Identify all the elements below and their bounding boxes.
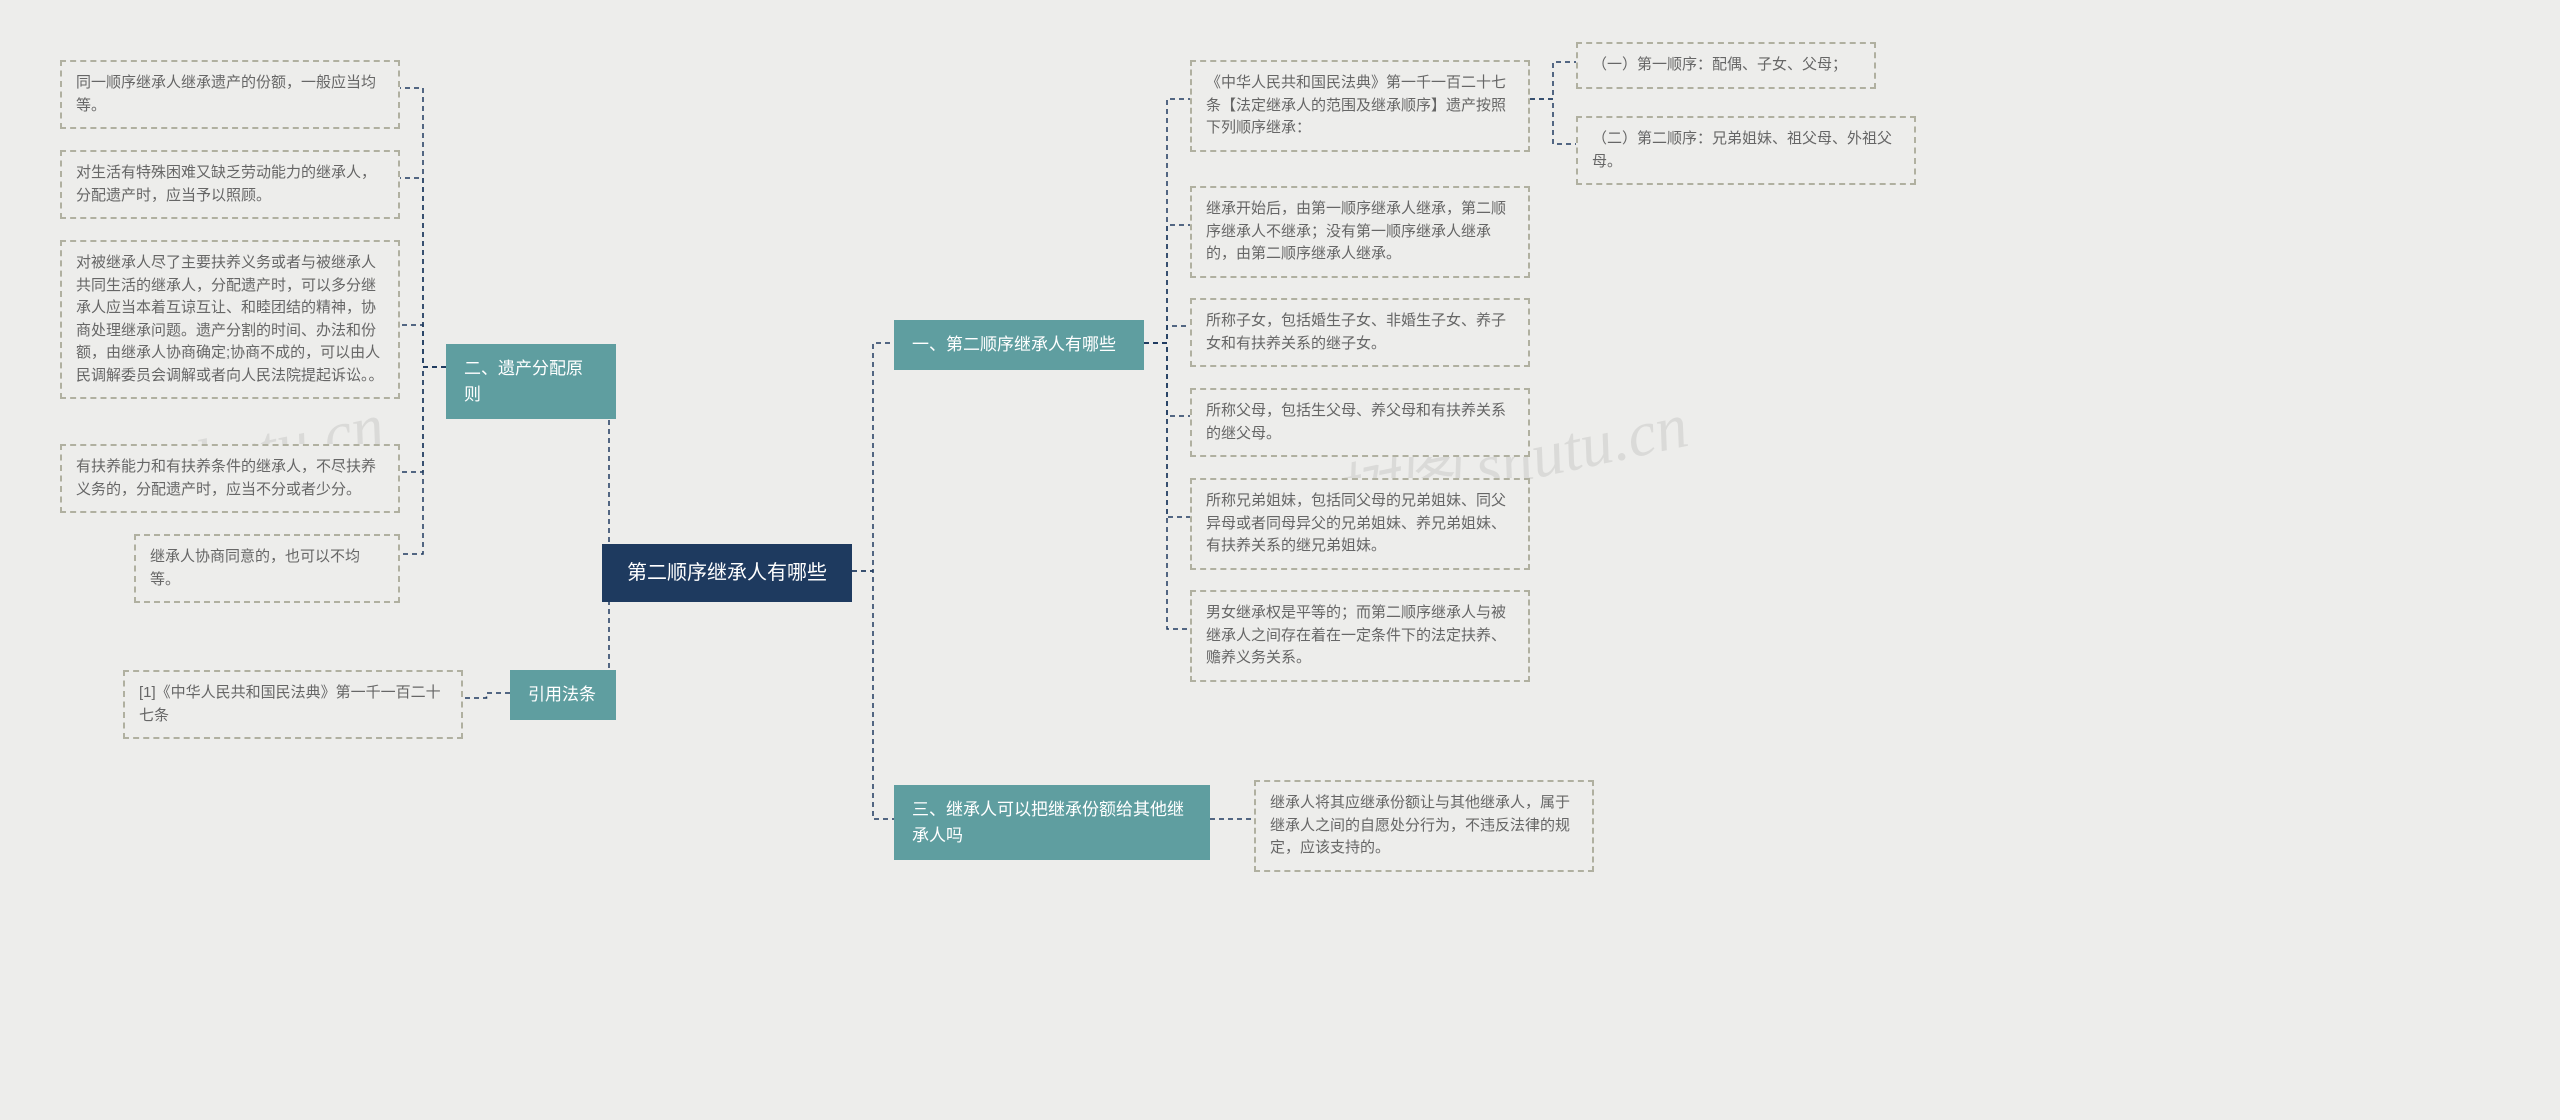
- leaf-node: 对被继承人尽了主要扶养义务或者与被继承人共同生活的继承人，分配遗产时，可以多分继…: [60, 240, 400, 399]
- leaf-node: 所称兄弟姐妹，包括同父母的兄弟姐妹、同父异母或者同母异父的兄弟姐妹、养兄弟姐妹、…: [1190, 478, 1530, 570]
- leaf-node: 男女继承权是平等的；而第二顺序继承人与被继承人之间存在着在一定条件下的法定扶养、…: [1190, 590, 1530, 682]
- branch-node: 引用法条: [510, 670, 616, 720]
- leaf-node: 《中华人民共和国民法典》第一千一百二十七条【法定继承人的范围及继承顺序】遗产按照…: [1190, 60, 1530, 152]
- leaf-node: 同一顺序继承人继承遗产的份额，一般应当均等。: [60, 60, 400, 129]
- root-node: 第二顺序继承人有哪些: [602, 544, 852, 602]
- leaf-node: 对生活有特殊困难又缺乏劳动能力的继承人，分配遗产时，应当予以照顾。: [60, 150, 400, 219]
- leaf-node: （二）第二顺序：兄弟姐妹、祖父母、外祖父母。: [1576, 116, 1916, 185]
- leaf-node: （一）第一顺序：配偶、子女、父母；: [1576, 42, 1876, 89]
- mindmap-canvas: shutu.cn树图 shutu.cn第二顺序继承人有哪些二、遗产分配原则引用法…: [0, 0, 2560, 1120]
- leaf-node: 继承开始后，由第一顺序继承人继承，第二顺序继承人不继承；没有第一顺序继承人继承的…: [1190, 186, 1530, 278]
- branch-node: 三、继承人可以把继承份额给其他继承人吗: [894, 785, 1210, 860]
- leaf-node: [1]《中华人民共和国民法典》第一千一百二十七条: [123, 670, 463, 739]
- leaf-node: 有扶养能力和有扶养条件的继承人，不尽扶养义务的，分配遗产时，应当不分或者少分。: [60, 444, 400, 513]
- leaf-node: 继承人将其应继承份额让与其他继承人，属于继承人之间的自愿处分行为，不违反法律的规…: [1254, 780, 1594, 872]
- leaf-node: 所称子女，包括婚生子女、非婚生子女、养子女和有扶养关系的继子女。: [1190, 298, 1530, 367]
- branch-node: 二、遗产分配原则: [446, 344, 616, 419]
- leaf-node: 所称父母，包括生父母、养父母和有扶养关系的继父母。: [1190, 388, 1530, 457]
- branch-node: 一、第二顺序继承人有哪些: [894, 320, 1144, 370]
- leaf-node: 继承人协商同意的，也可以不均等。: [134, 534, 400, 603]
